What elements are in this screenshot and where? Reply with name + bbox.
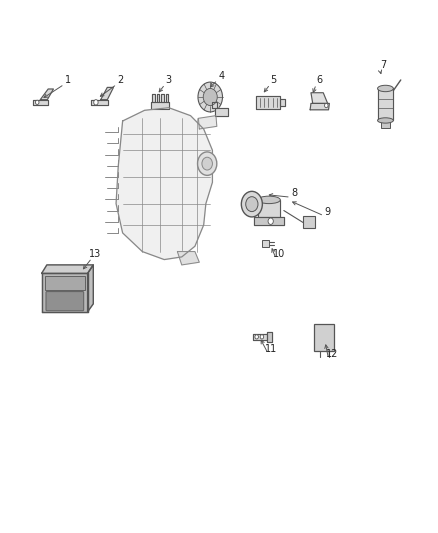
Text: 1: 1 (65, 75, 71, 85)
FancyBboxPatch shape (381, 120, 390, 128)
Text: 5: 5 (271, 75, 277, 85)
Polygon shape (198, 116, 217, 129)
Ellipse shape (378, 118, 393, 123)
Polygon shape (152, 94, 155, 102)
Polygon shape (378, 88, 393, 120)
Polygon shape (42, 273, 88, 312)
Circle shape (246, 197, 258, 212)
Text: 13: 13 (89, 249, 102, 259)
Polygon shape (101, 87, 113, 100)
Text: 6: 6 (317, 75, 323, 85)
Polygon shape (177, 252, 199, 265)
Text: 10: 10 (273, 249, 286, 259)
Circle shape (268, 218, 273, 224)
Text: 11: 11 (265, 344, 278, 354)
Circle shape (198, 82, 223, 112)
Polygon shape (40, 89, 53, 100)
FancyBboxPatch shape (262, 240, 269, 247)
Text: 3: 3 (166, 75, 172, 85)
Polygon shape (215, 108, 228, 116)
FancyBboxPatch shape (303, 216, 315, 228)
Polygon shape (33, 100, 48, 105)
Circle shape (325, 103, 328, 108)
Text: 2: 2 (117, 75, 124, 85)
Polygon shape (267, 332, 272, 342)
FancyBboxPatch shape (45, 276, 85, 290)
Polygon shape (258, 200, 280, 217)
Polygon shape (212, 102, 217, 108)
Polygon shape (280, 99, 285, 106)
Text: 8: 8 (291, 188, 297, 198)
Circle shape (94, 100, 98, 105)
Circle shape (202, 157, 212, 170)
Circle shape (260, 335, 264, 339)
Text: 9: 9 (325, 207, 331, 216)
Polygon shape (253, 334, 267, 340)
Circle shape (198, 152, 217, 175)
FancyBboxPatch shape (314, 324, 334, 351)
Polygon shape (157, 94, 159, 102)
Polygon shape (310, 103, 329, 110)
Polygon shape (91, 100, 108, 105)
Circle shape (203, 88, 217, 106)
Polygon shape (151, 102, 169, 109)
Circle shape (255, 335, 258, 339)
FancyBboxPatch shape (46, 292, 84, 311)
Polygon shape (42, 265, 93, 273)
Polygon shape (311, 93, 328, 103)
Text: 4: 4 (218, 71, 224, 80)
Ellipse shape (258, 196, 280, 204)
Circle shape (241, 191, 262, 217)
Polygon shape (161, 94, 164, 102)
Polygon shape (88, 265, 93, 312)
Polygon shape (254, 217, 284, 225)
Text: 7: 7 (380, 60, 386, 70)
Text: 12: 12 (326, 350, 338, 359)
Circle shape (35, 100, 39, 104)
Polygon shape (166, 94, 168, 102)
Polygon shape (116, 108, 212, 260)
Ellipse shape (378, 85, 393, 92)
Polygon shape (256, 96, 280, 109)
